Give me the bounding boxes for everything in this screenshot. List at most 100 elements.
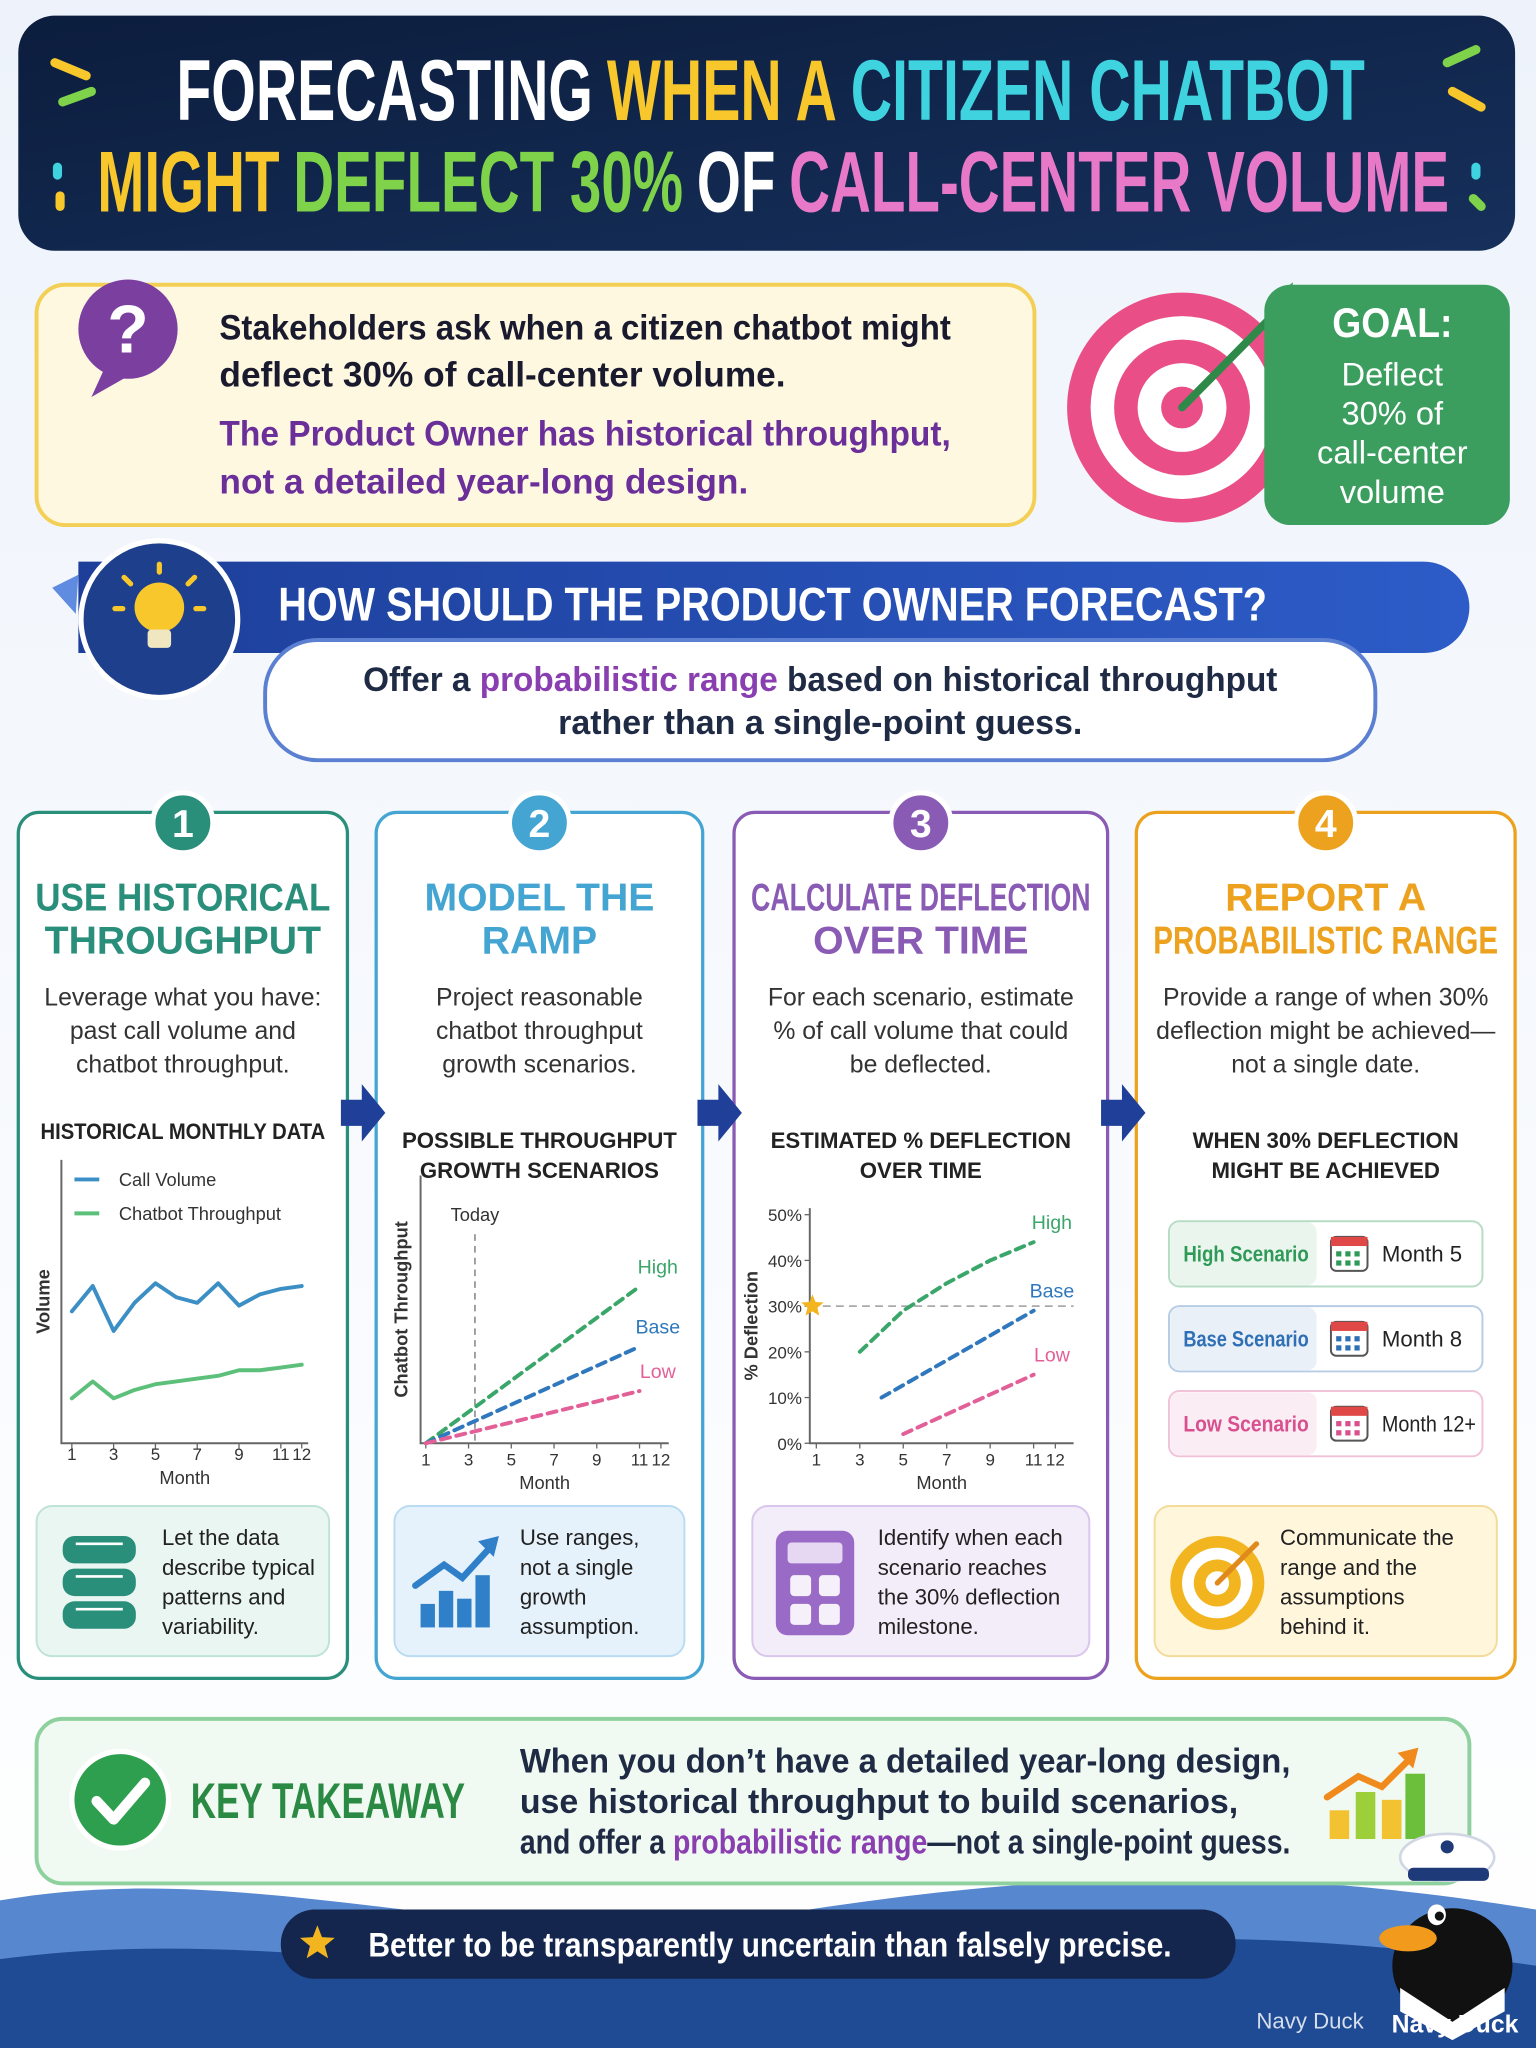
y-axis-label: Volume <box>33 1269 54 1334</box>
growth-icon-bar <box>1405 1773 1425 1840</box>
question-title: HOW SHOULD THE PRODUCT OWNER FORECAST? <box>278 577 1267 630</box>
calendar-icon-dot <box>1345 1421 1351 1427</box>
tip-text: the 30% deflection <box>878 1584 1061 1609</box>
calculator-key <box>818 1603 840 1625</box>
result-scenario: Low Scenario <box>1183 1412 1308 1437</box>
series-line <box>857 1240 1036 1354</box>
x-tick-label: 11 <box>631 1450 649 1469</box>
step-description: growth scenarios. <box>442 1051 636 1078</box>
tip-text: Let the data <box>162 1525 280 1550</box>
step-description: Leverage what you have: <box>44 985 321 1012</box>
tip-text: not a single <box>520 1555 633 1580</box>
motto-text: Better to be transparently uncertain tha… <box>368 1927 1171 1965</box>
step-description: not a single date. <box>1231 1051 1420 1078</box>
calendar-icon-dot <box>1345 1345 1351 1351</box>
axis <box>60 1159 309 1445</box>
calendar-icon-dot <box>1354 1336 1360 1342</box>
x-tick-label: 7 <box>549 1450 558 1469</box>
x-tick-label: 1 <box>421 1450 430 1469</box>
legend-label: Call Volume <box>119 1169 216 1190</box>
calendar-icon-dot <box>1354 1430 1360 1436</box>
today-label: Today <box>451 1204 501 1225</box>
step-title: PROBABILISTIC RANGE <box>1153 919 1498 962</box>
goal-panel <box>1264 284 1510 526</box>
series-label: Base <box>1030 1281 1075 1303</box>
x-tick-label: 1 <box>812 1450 821 1469</box>
series-line <box>69 1362 304 1401</box>
result-when: Month 5 <box>1382 1242 1462 1267</box>
goal-text: Deflect <box>1342 355 1444 392</box>
calendar-icon-dot <box>1345 1430 1351 1436</box>
x-tick-label: 7 <box>193 1445 202 1464</box>
question-band <box>78 561 1470 654</box>
x-tick-label: 7 <box>942 1450 951 1469</box>
x-tick-label: 1 <box>67 1445 76 1464</box>
growth-icon-head <box>1397 1747 1419 1769</box>
database-icon <box>62 1536 136 1564</box>
calendar-icon-top <box>1330 1236 1368 1247</box>
y-tick-label: 40% <box>768 1252 802 1271</box>
bulb <box>134 582 185 633</box>
calendar-icon-dot <box>1345 1260 1351 1266</box>
chart-title: ESTIMATED % DEFLECTION <box>771 1128 1071 1153</box>
legend-label: Chatbot Throughput <box>119 1203 281 1224</box>
calendar-icon-dot <box>1354 1345 1360 1351</box>
chart-title: POSSIBLE THROUGHPUT <box>402 1128 677 1153</box>
result-scenario: High Scenario <box>1183 1242 1308 1267</box>
tip-text: Use ranges, <box>520 1525 640 1550</box>
step-badge <box>150 790 216 856</box>
answer-panel <box>263 638 1378 763</box>
question-mark: ? <box>107 293 148 368</box>
series-line <box>423 1389 642 1446</box>
chart-title: MIGHT BE ACHIEVED <box>1211 1158 1439 1183</box>
text-segment: and offer a <box>520 1823 673 1861</box>
page-title: FORECASTINGWHEN ACITIZEN CHATBOT <box>176 43 1365 139</box>
growth-icon-bar <box>1381 1799 1402 1840</box>
text-segment: MIGHT <box>97 135 279 231</box>
decoration <box>58 86 96 107</box>
tip-text: range and the <box>1280 1555 1417 1580</box>
x-tick-label: 12 <box>292 1445 311 1464</box>
growth-icon-bar <box>457 1598 472 1628</box>
intro-context: The Product Owner has historical through… <box>219 414 950 453</box>
x-tick-label: 9 <box>985 1450 994 1469</box>
step-description: deflection might be achieved— <box>1156 1018 1495 1045</box>
series-line <box>423 1284 642 1446</box>
calculator-screen <box>787 1542 843 1564</box>
bulb-base <box>147 629 172 648</box>
series-line <box>879 1308 1036 1400</box>
chart-title: OVER TIME <box>860 1158 982 1183</box>
text-segment: —not a single-point guess. <box>927 1823 1290 1861</box>
step-title: REPORT A <box>1225 876 1426 919</box>
takeaway-text: When you don’t have a detailed year-long… <box>520 1742 1291 1780</box>
calendar-icon-dot <box>1354 1260 1360 1266</box>
x-tick-label: 9 <box>592 1450 601 1469</box>
x-tick-label: 3 <box>464 1450 473 1469</box>
brand-name: Navy Duck <box>1392 2011 1519 2038</box>
y-tick-label: 50% <box>768 1206 802 1225</box>
step-description: For each scenario, estimate <box>768 985 1074 1012</box>
duck-pupil <box>1434 1911 1444 1921</box>
y-tick-label: 30% <box>768 1298 802 1317</box>
tip-text: assumption. <box>520 1614 640 1639</box>
check-mark <box>91 1777 151 1825</box>
takeaway-text: use historical throughput to build scena… <box>520 1783 1238 1821</box>
growth-icon-bar <box>420 1603 435 1628</box>
database-icon <box>62 1601 136 1629</box>
answer-text: rather than a single-point guess. <box>558 704 1082 742</box>
step-description: Provide a range of when 30% <box>1163 985 1488 1012</box>
step-title: THROUGHPUT <box>45 919 321 962</box>
goal-text: volume <box>1340 473 1445 510</box>
step-number: 1 <box>172 803 194 846</box>
result-when: Month 8 <box>1382 1327 1462 1352</box>
bulb-ray <box>185 574 198 587</box>
step-badge <box>506 790 573 856</box>
x-axis-label: Month <box>519 1472 570 1493</box>
series-label: High <box>638 1256 678 1278</box>
calculator-key <box>790 1603 812 1625</box>
calendar-icon-dot <box>1336 1251 1342 1257</box>
calculator-key <box>818 1575 840 1597</box>
flow-arrow <box>340 1084 386 1142</box>
calendar-icon-dot <box>1336 1336 1342 1342</box>
